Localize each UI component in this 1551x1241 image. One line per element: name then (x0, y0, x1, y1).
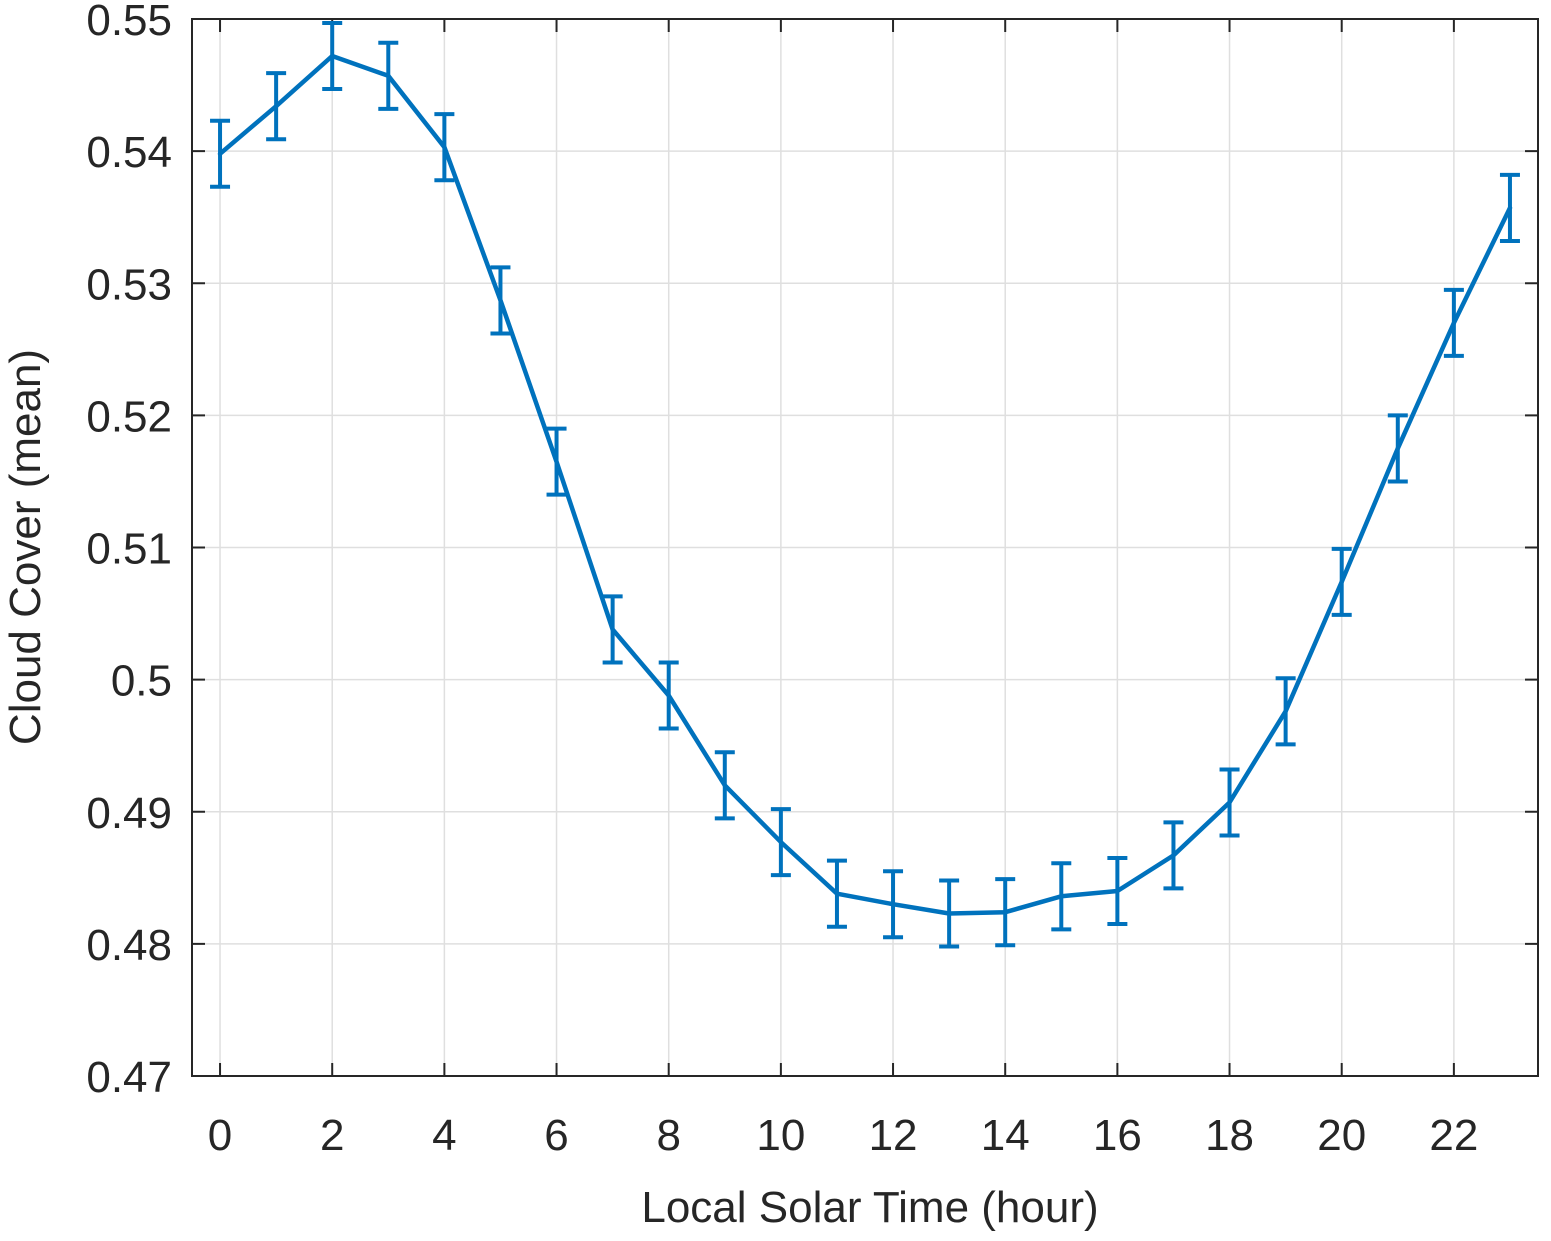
x-tick-label: 20 (1317, 1111, 1366, 1160)
x-tick-label: 12 (869, 1111, 918, 1160)
x-tick-label: 4 (432, 1111, 456, 1160)
y-tick-label: 0.54 (86, 128, 172, 177)
x-tick-label: 16 (1093, 1111, 1142, 1160)
data-series (210, 23, 1520, 947)
x-tick-label: 14 (981, 1111, 1030, 1160)
x-tick-label: 0 (208, 1111, 232, 1160)
y-tick-label: 0.55 (86, 0, 172, 45)
x-tick-label: 10 (756, 1111, 805, 1160)
y-axis-title: Cloud Cover (mean) (1, 349, 50, 745)
tick-labels: 0 2 4 6 8 10 12 14 16 18 20 22 0.47 0.48 0.49 0.5 0.51 0.… (86, 0, 1478, 1160)
y-tick-label: 0.49 (86, 789, 172, 838)
x-tick-label: 22 (1429, 1111, 1478, 1160)
x-tick-label: 18 (1205, 1111, 1254, 1160)
series-line (220, 56, 1510, 914)
y-tick-label: 0.53 (86, 260, 172, 309)
y-tick-label: 0.52 (86, 392, 172, 441)
y-tick-label: 0.48 (86, 921, 172, 970)
y-tick-label: 0.5 (111, 657, 172, 706)
x-tick-label: 2 (320, 1111, 344, 1160)
x-tick-label: 8 (656, 1111, 680, 1160)
y-tick-label: 0.51 (86, 525, 172, 574)
x-axis-title: Local Solar Time (hour) (641, 1183, 1098, 1232)
x-tick-label: 6 (544, 1111, 568, 1160)
y-tick-label: 0.47 (86, 1053, 172, 1102)
